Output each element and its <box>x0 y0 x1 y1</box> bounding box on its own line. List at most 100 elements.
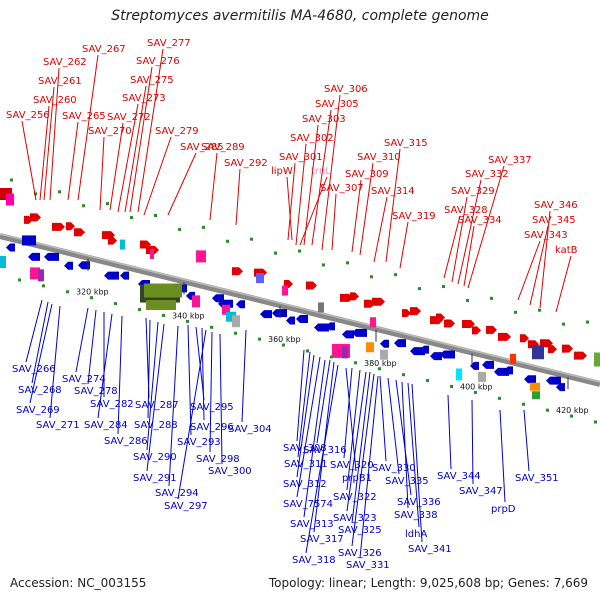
reverse-gene-label[interactable]: SAV_278 <box>74 386 118 397</box>
gene-block[interactable] <box>196 250 206 263</box>
reverse-gene-label[interactable]: SAV_325 <box>338 525 382 536</box>
forward-gene-label[interactable]: SAV_314 <box>371 186 415 197</box>
forward-gene-label[interactable]: SAV_332 <box>465 169 509 180</box>
reverse-gene-label[interactable]: SAV_298 <box>196 454 240 465</box>
gene-block[interactable] <box>144 283 182 298</box>
reverse-gene-label[interactable]: SAV_300 <box>208 466 252 477</box>
forward-gene-arrow[interactable] <box>350 292 359 301</box>
gene-block[interactable] <box>232 315 240 328</box>
gene-block[interactable] <box>256 273 264 284</box>
reverse-gene-label[interactable]: SAV_266 <box>12 364 56 375</box>
forward-gene-label[interactable]: SAV_305 <box>315 99 359 110</box>
reverse-gene-label[interactable]: SAV_320 <box>330 460 374 471</box>
reverse-gene-arrow[interactable] <box>352 328 367 337</box>
forward-gene-arrow[interactable] <box>74 228 85 237</box>
reverse-gene-arrow[interactable] <box>286 316 295 325</box>
forward-gene-arrow[interactable] <box>66 222 75 231</box>
reverse-gene-label[interactable]: SAV_291 <box>133 473 177 484</box>
reverse-gene-label[interactable]: SAV_326 <box>338 548 382 559</box>
reverse-gene-label[interactable]: SAV_269 <box>16 405 60 416</box>
reverse-gene-arrow[interactable] <box>44 252 59 261</box>
gene-block[interactable] <box>192 295 200 308</box>
reverse-gene-label[interactable]: SAV_304 <box>228 424 272 435</box>
reverse-gene-arrow[interactable] <box>482 360 494 369</box>
reverse-gene-arrow[interactable] <box>64 261 73 270</box>
forward-gene-arrow[interactable] <box>30 213 41 222</box>
reverse-gene-label[interactable]: SAV_294 <box>155 488 199 499</box>
reverse-gene-label[interactable]: SAV_336 <box>397 497 441 508</box>
forward-gene-label[interactable]: SAV_301 <box>279 152 323 163</box>
forward-gene-label[interactable]: SAV_262 <box>43 57 87 68</box>
reverse-gene-label[interactable]: SAV_316 <box>303 445 347 456</box>
reverse-gene-label[interactable]: SAV_7574 <box>283 499 333 510</box>
reverse-gene-arrow[interactable] <box>212 294 224 303</box>
reverse-gene-arrow[interactable] <box>296 315 308 324</box>
gene-block[interactable] <box>532 345 544 360</box>
forward-gene-label[interactable]: SAV_328 <box>444 205 488 216</box>
reverse-gene-label[interactable]: SAV_323 <box>333 513 377 524</box>
gene-block[interactable] <box>380 349 388 360</box>
gene-block[interactable] <box>478 371 486 382</box>
forward-gene-label[interactable]: SAV_279 <box>155 126 199 137</box>
reverse-gene-label[interactable]: SAV_351 <box>515 473 559 484</box>
reverse-gene-label[interactable]: SAV_311 <box>284 459 328 470</box>
gene-block[interactable] <box>532 391 540 400</box>
gene-block[interactable] <box>150 249 154 259</box>
gene-block[interactable] <box>120 239 125 250</box>
forward-gene-label[interactable]: SAV_277 <box>147 38 191 49</box>
reverse-gene-arrow[interactable] <box>104 271 119 280</box>
reverse-gene-arrow[interactable] <box>470 361 479 370</box>
gene-block[interactable] <box>6 193 14 206</box>
forward-gene-arrow[interactable] <box>520 334 529 343</box>
forward-gene-label[interactable]: SAV_289 <box>201 142 245 153</box>
forward-gene-label[interactable]: SAV_272 <box>107 112 151 123</box>
reverse-gene-arrow[interactable] <box>342 330 354 339</box>
reverse-gene-label[interactable]: SAV_338 <box>394 510 438 521</box>
forward-gene-arrow[interactable] <box>574 351 587 360</box>
forward-gene-label[interactable]: SAV_285 <box>180 142 224 153</box>
gene-block[interactable] <box>370 317 376 328</box>
reverse-gene-label[interactable]: SAV_296 <box>190 422 234 433</box>
reverse-gene-arrow[interactable] <box>314 323 329 332</box>
gene-block[interactable] <box>510 353 516 364</box>
reverse-gene-label[interactable]: SAV_330 <box>372 463 416 474</box>
gene-block[interactable] <box>282 285 288 296</box>
forward-gene-arrow[interactable] <box>436 313 445 322</box>
reverse-gene-label[interactable]: SAV_344 <box>437 471 481 482</box>
forward-gene-label[interactable]: SAV_345 <box>532 215 576 226</box>
reverse-gene-arrow[interactable] <box>28 252 40 261</box>
reverse-gene-arrow[interactable] <box>546 376 561 385</box>
forward-gene-label[interactable]: SAV_276 <box>136 56 180 67</box>
reverse-gene-label[interactable]: SAV_274 <box>62 374 106 385</box>
reverse-gene-label[interactable]: SAV_286 <box>104 436 148 447</box>
forward-gene-arrow[interactable] <box>372 297 385 306</box>
forward-gene-label[interactable]: katB <box>555 245 578 256</box>
reverse-gene-label[interactable]: SAV_271 <box>36 420 80 431</box>
reverse-gene-label[interactable]: SAV_268 <box>18 385 62 396</box>
gene-block[interactable] <box>0 256 6 268</box>
reverse-gene-arrow[interactable] <box>78 261 90 270</box>
gene-block[interactable] <box>226 311 236 322</box>
gene-block[interactable] <box>456 368 462 381</box>
forward-gene-label[interactable]: SAV_302 <box>290 133 334 144</box>
reverse-gene-arrow[interactable] <box>326 322 335 331</box>
reverse-gene-label[interactable]: SAV_313 <box>290 519 334 530</box>
forward-gene-label[interactable]: SAV_303 <box>302 114 346 125</box>
reverse-gene-arrow[interactable] <box>6 243 15 252</box>
forward-gene-label[interactable]: SAV_315 <box>384 138 428 149</box>
reverse-gene-label[interactable]: SAV_318 <box>292 555 336 566</box>
reverse-gene-label[interactable]: ldhA <box>405 529 427 540</box>
forward-gene-label[interactable]: SAV_309 <box>345 169 389 180</box>
reverse-gene-arrow[interactable] <box>556 383 565 392</box>
reverse-gene-arrow[interactable] <box>380 339 389 348</box>
forward-gene-label[interactable]: SAV_270 <box>88 126 132 137</box>
forward-gene-label[interactable]: SAV_307 <box>320 183 364 194</box>
forward-gene-arrow[interactable] <box>462 319 475 328</box>
gene-block[interactable] <box>318 302 324 313</box>
reverse-gene-label[interactable]: SAV_287 <box>135 400 179 411</box>
forward-gene-arrow[interactable] <box>444 319 455 328</box>
reverse-gene-label[interactable]: SAV_312 <box>283 479 327 490</box>
forward-gene-label[interactable]: SAV_261 <box>38 76 82 87</box>
reverse-gene-arrow[interactable] <box>260 310 272 319</box>
gene-block[interactable] <box>22 235 36 246</box>
